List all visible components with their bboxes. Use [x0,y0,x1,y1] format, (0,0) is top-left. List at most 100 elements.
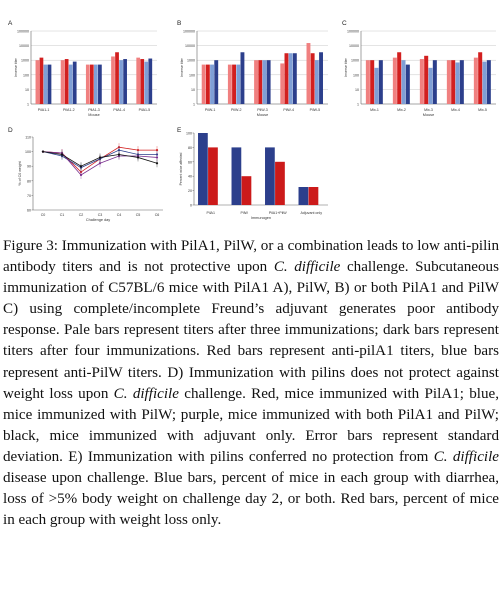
y-tick-label: 100000 [17,30,29,34]
x-tick-label: Mix-4 [451,108,460,112]
x-tick-label: C0 [41,213,46,217]
x-axis-label: Mouse [257,113,268,117]
caption-text: challenge. Red, mice immunized with PilA… [3,385,500,465]
bar-mix-2 [397,52,402,104]
caption-label: Figure 3: [3,238,58,254]
bar-pilw-3 [258,60,263,104]
bar-mix-3 [424,55,429,104]
x-tick-label: Mix-3 [424,108,433,112]
bar-mix-3 [432,60,437,104]
y-tick-label: 1 [357,103,359,107]
bar-pilw-4 [280,63,285,104]
bar-pila1-1 [47,64,52,104]
y-tick-label: 90 [27,165,31,169]
bar-pila1 [198,133,208,205]
bar-mix-4 [459,60,464,104]
bar-adjuvant-only [308,187,319,205]
y-tick-label: 70 [27,194,31,198]
data-point [117,149,121,152]
bar-pila1-3 [94,64,98,104]
x-tick-label: Mix-5 [478,108,487,112]
chart-e: 0 20 40 60 80 100 PilA1 PilW PilA1+PilW Adjuvant … [179,132,328,220]
bar-pila1-5 [140,59,145,104]
y-tick-label: 100 [189,73,195,77]
x-tick-label: PilA1+PilW [269,211,287,215]
bar-mix-3 [419,59,424,104]
bar-pila1-2 [64,59,69,104]
y-tick-label: 100000 [183,30,195,34]
bar-pilw-3 [266,60,271,104]
bar-mix-4 [455,62,460,104]
x-tick-label: C3 [98,213,103,217]
bar-mix-5 [473,57,478,104]
bar-pila1 [208,147,218,205]
bar-mix-2 [401,60,406,104]
y-axis-label: Inverse titer [180,57,184,77]
bar-mix-1 [374,67,379,104]
x-tick-label: PilA1-4 [113,108,125,112]
x-tick-label: C2 [79,213,84,217]
y-tick-label: 100 [353,73,359,77]
chart-c: 1 10 100 1000 10000 100000 Mix-1 Mix-2 Mix-3 Mix-… [344,30,496,117]
bar-adjuvant-only [298,187,309,205]
y-tick-label: 1000 [21,59,29,63]
bar-mix-3 [428,67,433,104]
y-tick-label: 110 [25,136,31,140]
bar-mix-2 [405,64,410,104]
bar-mix-4 [446,60,451,104]
bar-pilw-4 [288,53,293,104]
bar-mix-4 [451,60,456,104]
bar-pila1-1 [35,60,40,104]
bar-pila1-4 [115,52,119,104]
data-point [155,149,159,152]
chart-d: 60 70 80 90 100 110 C0 C1 C2 C3 C4 C5 C6 Challenge da… [18,136,163,222]
y-tick-label: 10000 [349,44,359,48]
y-tick-label: 10 [191,88,195,92]
caption-text: challenge. Subcutaneous immunization of … [3,259,499,402]
bar-mix-5 [482,61,487,104]
x-tick-label: C5 [136,213,141,217]
caption-text: Immunization with PilA1, PilW, or a comb… [3,238,499,276]
bar-pila1-1 [43,64,48,104]
bar-pila1-1 [39,57,44,104]
y-tick-label: 10 [25,88,29,92]
data-point [136,156,140,159]
bar-pilw-2 [240,52,245,104]
data-point [136,149,140,152]
x-tick-label: PilW-3 [257,108,268,112]
bar-pila1-4 [123,59,127,104]
y-axis-label: Percent mice affected [179,153,183,186]
data-point [155,156,159,159]
bar-pilw-5 [310,53,315,104]
caption-text: disease upon challenge. Blue bars, perce… [3,470,499,529]
bar-mix-2 [392,57,397,104]
bar-pila1-3 [98,64,102,104]
caption-body: Immunization with PilA1, PilW, or a comb… [3,238,499,528]
y-axis-label: Inverse titer [344,57,348,77]
bar-mix-1 [365,60,370,104]
x-tick-label: PilW [241,211,249,215]
bar-pila1-5 [136,57,141,104]
x-tick-label: C6 [155,213,160,217]
bar-mix-5 [478,52,483,104]
caption-species-name: C. difficile [113,385,179,402]
bar-pilw-4 [284,53,289,104]
panel-label-c: C [342,20,347,27]
bar-pila1-pilw [265,147,275,205]
bar-pila1-pilw [275,161,285,205]
bar-pila1-2 [68,64,73,104]
bar-pila1-5 [148,58,153,104]
x-tick-label: Mix-1 [370,108,379,112]
y-tick-label: 100 [186,132,192,136]
bar-pilw-1 [214,60,219,104]
bar-pilw-2 [227,64,232,104]
bar-pila1-4 [119,60,123,104]
bar-pilw-5 [314,60,319,104]
bar-mix-1 [378,60,383,104]
bar-pilw-2 [232,64,236,104]
bar-pilw-3 [262,60,267,104]
x-tick-label: PilA1-3 [88,108,100,112]
data-point [60,153,64,156]
data-point [117,153,121,156]
